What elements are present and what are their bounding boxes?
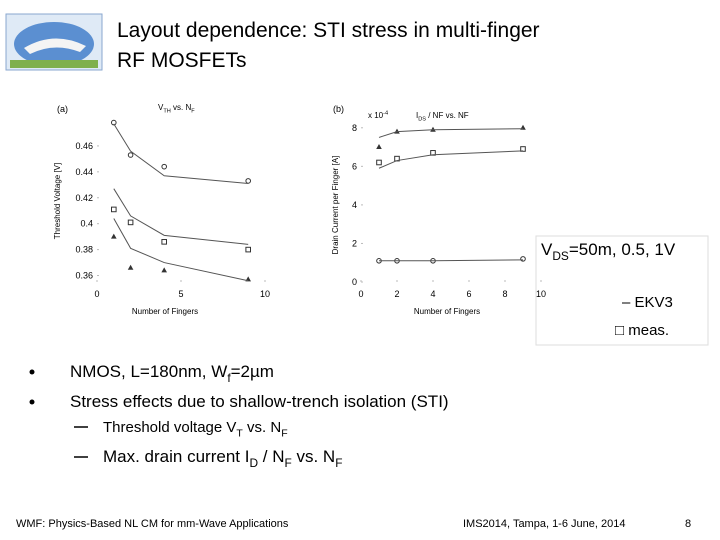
measured-point (127, 152, 134, 158)
sub-bullet-text-part: / N (258, 447, 284, 466)
x-tick-label: 0 (358, 289, 363, 299)
chart-title: VTH vs. NF (158, 103, 195, 114)
measured-point (376, 144, 382, 150)
y-tick-label: 0 (352, 277, 357, 287)
chart-title-part: I (416, 111, 418, 120)
sub-bullet-text-part: F (335, 456, 342, 470)
sub-bullet-text-part: Threshold voltage V (103, 419, 236, 436)
y-tick-label: 0.4 (80, 219, 93, 229)
measured-point (161, 267, 167, 273)
title-line: Layout dependence: STI stress in multi-f… (117, 19, 540, 42)
measured-point (111, 206, 117, 213)
bullet-text-part: f (227, 371, 231, 385)
x-tick-label: 4 (430, 289, 435, 299)
sub-bullet-text-part: F (285, 456, 292, 470)
page-number: 8 (685, 518, 691, 530)
measured-point (245, 246, 251, 253)
legend-condition-part: DS (552, 249, 569, 263)
sub-bullet-text-part: F (281, 428, 287, 440)
y-axis-label: Threshold Voltage [V] (53, 163, 62, 240)
measured-point (161, 163, 167, 170)
legend-condition-part: =50m, 0.5, 1V (569, 240, 676, 259)
measured-point (111, 233, 117, 239)
legend-box (535, 235, 709, 346)
y-tick-label: 0.42 (75, 193, 93, 203)
y-tick-label: 8 (352, 123, 357, 133)
sub-bullet-text-part: Max. drain current I (103, 447, 249, 466)
y-tick-label: 2 (352, 238, 357, 248)
chart-title-part: TH (163, 108, 170, 114)
bullet-dot (29, 369, 35, 375)
chart-title-part: V (158, 103, 164, 112)
legend-condition-part: V (541, 240, 553, 259)
model-line (378, 150, 524, 169)
measured-point (127, 219, 134, 226)
bullet-text: NMOS, L=180nm, Wf=2µm (70, 362, 274, 385)
measured-point (161, 239, 167, 245)
bullet-text-part: =2µm (231, 362, 274, 381)
model-line (379, 259, 524, 262)
model-line (113, 218, 249, 282)
panel-label: (a) (57, 104, 68, 114)
sub-bullet-text: Max. drain current ID / NF vs. NF (103, 447, 342, 470)
bullet-text-part: NMOS, L=180nm, W (70, 362, 227, 381)
logo-band (10, 60, 98, 68)
x-tick-label: 10 (260, 289, 270, 299)
measured-point (127, 264, 134, 270)
title-line: RF MOSFETs (117, 49, 247, 72)
legend-item: – EKV3 (622, 294, 673, 311)
chart-title-part: DS (418, 116, 426, 122)
chart-title-part: F (191, 108, 195, 114)
x-tick-label: 5 (178, 289, 183, 299)
logo-boat (24, 38, 86, 54)
chart-title: IDS / NF vs. NF (416, 111, 469, 122)
axis-multiplier-part: -4 (383, 110, 388, 116)
footer-left: WMF: Physics-Based NL CM for mm-Wave App… (16, 518, 289, 530)
model-line (113, 188, 249, 245)
model-line (113, 123, 249, 185)
measured-point (376, 159, 382, 166)
sub-bullet-text-part: vs. N (292, 447, 335, 466)
x-tick-label: 6 (466, 289, 471, 299)
y-tick-label: 6 (352, 161, 357, 171)
model-line (378, 128, 524, 138)
bullet-dot (29, 399, 35, 405)
y-axis-label: Drain Current per Finger [A] (331, 156, 340, 255)
y-tick-label: 4 (352, 200, 357, 210)
x-axis-label: Number of Fingers (414, 307, 480, 316)
bullet-text-part: Stress effects due to shallow-trench iso… (70, 392, 449, 411)
x-tick-label: 0 (94, 289, 99, 299)
y-tick-label: 0.46 (75, 141, 93, 151)
measured-point (520, 256, 526, 262)
logo (5, 13, 103, 71)
bullet-text: Stress effects due to shallow-trench iso… (70, 392, 449, 411)
legend-item: □ meas. (615, 322, 669, 339)
x-tick-label: 2 (394, 289, 399, 299)
x-tick-label: 10 (536, 289, 546, 299)
y-tick-label: 0.44 (75, 167, 93, 177)
chart-title-part: / NF vs. NF (426, 111, 469, 120)
panel-label: (b) (333, 104, 344, 114)
sub-bullet-text: Threshold voltage VT vs. NF (103, 419, 288, 440)
sub-bullet-text-part: vs. N (243, 419, 281, 436)
legend-condition: VDS=50m, 0.5, 1V (541, 240, 676, 263)
footer-center: IMS2014, Tampa, 1-6 June, 2014 (463, 518, 625, 530)
axis-multiplier-part: x 10 (368, 111, 384, 120)
chart-title-part: vs. N (171, 103, 192, 112)
x-tick-label: 8 (502, 289, 507, 299)
sub-bullet-text-part: D (249, 456, 258, 470)
measured-point (111, 119, 117, 126)
y-tick-label: 0.36 (75, 271, 93, 281)
axis-multiplier: x 10-4 (368, 110, 388, 120)
x-axis-label: Number of Fingers (132, 307, 198, 316)
sub-bullet-text-part: T (236, 428, 243, 440)
y-tick-label: 0.38 (75, 245, 93, 255)
